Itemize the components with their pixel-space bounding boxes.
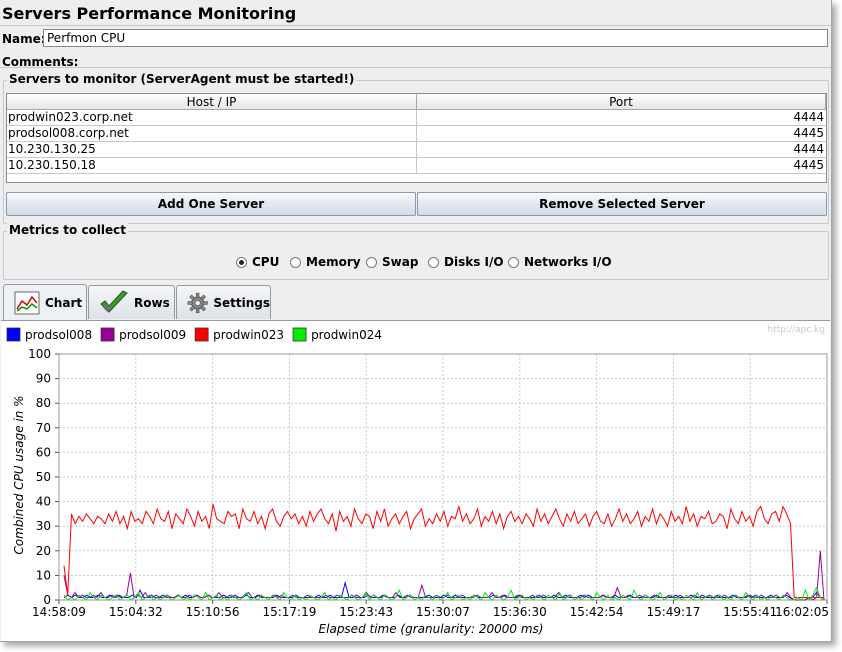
column-header-port[interactable]: Port [417,94,826,110]
tab-label: Rows [134,295,170,310]
tab-settings[interactable]: Settings [176,285,271,319]
servers-group-label: Servers to monitor (ServerAgent must be … [7,72,357,86]
tab-chart[interactable]: Chart [3,284,87,320]
host-cell[interactable]: 10.230.150.18 [8,158,417,173]
port-cell[interactable]: 4445 [793,126,824,140]
checkmark-icon [100,289,128,313]
radio-icon [290,256,301,268]
cpu-chart: 0 10 20 30 40 50 60 70 80 90 100 14:58:09 15:04:32 15… [6,325,829,636]
y-tick-label: 70 [36,421,51,435]
radio-icon [366,256,377,268]
comments-label: Comments: [2,55,79,69]
servers-group [3,80,829,224]
page-title: Servers Performance Monitoring [2,4,297,23]
tab-label: Settings [213,295,270,310]
x-tick-label: 15:10:56 [186,605,240,619]
radio-icon [428,256,439,268]
remove-server-button[interactable]: Remove Selected Server [417,192,827,216]
y-tick-label: 100 [28,347,51,361]
legend-label: prodwin023 [213,328,284,342]
metrics-group-label: Metrics to collect [7,223,129,237]
y-tick-label: 60 [36,445,51,459]
chart-icon [14,291,40,314]
chart-panel: 0 10 20 30 40 50 60 70 80 90 100 14:58:09 15:04:32 15… [1,320,830,641]
y-tick-label: 10 [36,568,51,582]
host-cell[interactable]: 10.230.130.25 [8,142,417,157]
y-tick-label: 0 [43,593,51,607]
port-cell[interactable]: 4445 [793,158,824,172]
y-tick-label: 20 [36,544,51,558]
name-input[interactable] [43,29,828,47]
radio-cpu[interactable]: CPU [236,254,279,270]
host-cell[interactable]: prodwin023.corp.net [8,110,417,125]
gear-icon [187,292,208,313]
x-tick-label: 16:02:05 [775,605,829,619]
column-header-host[interactable]: Host / IP [7,94,417,110]
y-tick-label: 30 [36,519,51,533]
x-tick-label: 15:04:32 [109,605,163,619]
x-tick-label: 15:30:07 [416,605,470,619]
port-cell[interactable]: 4444 [793,110,824,124]
radio-swap[interactable]: Swap [366,254,418,270]
add-server-button[interactable]: Add One Server [6,192,416,216]
servers-table: Host / IP Port prodwin023.corp.net 4444 … [6,93,827,183]
series-line-prodwin024 [63,586,825,602]
port-cell[interactable]: 4444 [793,142,824,156]
legend-label: prodsol008 [25,328,92,342]
y-axis-label: Combined CPU usage in % [12,395,26,554]
table-row[interactable]: prodwin023.corp.net 4444 [7,110,826,126]
series-line-prodsol008 [63,580,825,601]
host-cell[interactable]: prodsol008.corp.net [8,126,417,141]
legend-swatch [100,327,115,342]
tab-label: Chart [45,295,83,310]
table-row[interactable]: 10.230.130.25 4444 [7,142,826,158]
x-tick-label: 15:23:43 [339,605,393,619]
x-axis-label: Elapsed time (granularity: 20000 ms) [319,622,544,636]
divider [0,25,831,26]
radio-label: CPU [252,255,280,269]
radio-networks-io[interactable]: Networks I/O [508,254,612,270]
name-label: Name: [2,32,46,46]
legend-swatch [6,327,21,342]
radio-label: Memory [306,255,361,269]
radio-icon [508,256,519,268]
legend-label: prodwin024 [311,328,382,342]
watermark: http://apc.kg [767,325,825,335]
legend-label: prodsol009 [119,328,186,342]
radio-label: Swap [382,255,419,269]
legend-swatch [292,327,307,342]
tab-rows[interactable]: Rows [88,285,175,319]
table-row[interactable]: 10.230.150.18 4445 [7,158,826,174]
table-row[interactable]: prodsol008.corp.net 4445 [7,126,826,142]
main-window: Servers Performance Monitoring Name: Com… [0,0,832,642]
y-tick-label: 50 [36,470,51,484]
radio-disks-io[interactable]: Disks I/O [428,254,504,270]
radio-selected-icon [236,256,247,268]
x-tick-label: 15:55:41 [723,605,777,619]
series-line-prodwin023 [63,503,824,598]
x-tick-label: 15:17:19 [262,605,316,619]
x-tick-label: 15:36:30 [493,605,547,619]
y-tick-label: 40 [36,495,51,509]
x-tick-label: 15:49:17 [646,605,700,619]
metrics-group [3,231,829,280]
radio-label: Disks I/O [444,255,504,269]
legend-swatch [194,327,209,342]
y-tick-label: 90 [36,372,51,386]
x-tick-label: 14:58:09 [32,605,86,619]
radio-label: Networks I/O [524,255,612,269]
x-tick-label: 15:42:54 [570,605,624,619]
divider [0,67,831,68]
radio-memory[interactable]: Memory [290,254,361,270]
y-tick-label: 80 [36,396,51,410]
